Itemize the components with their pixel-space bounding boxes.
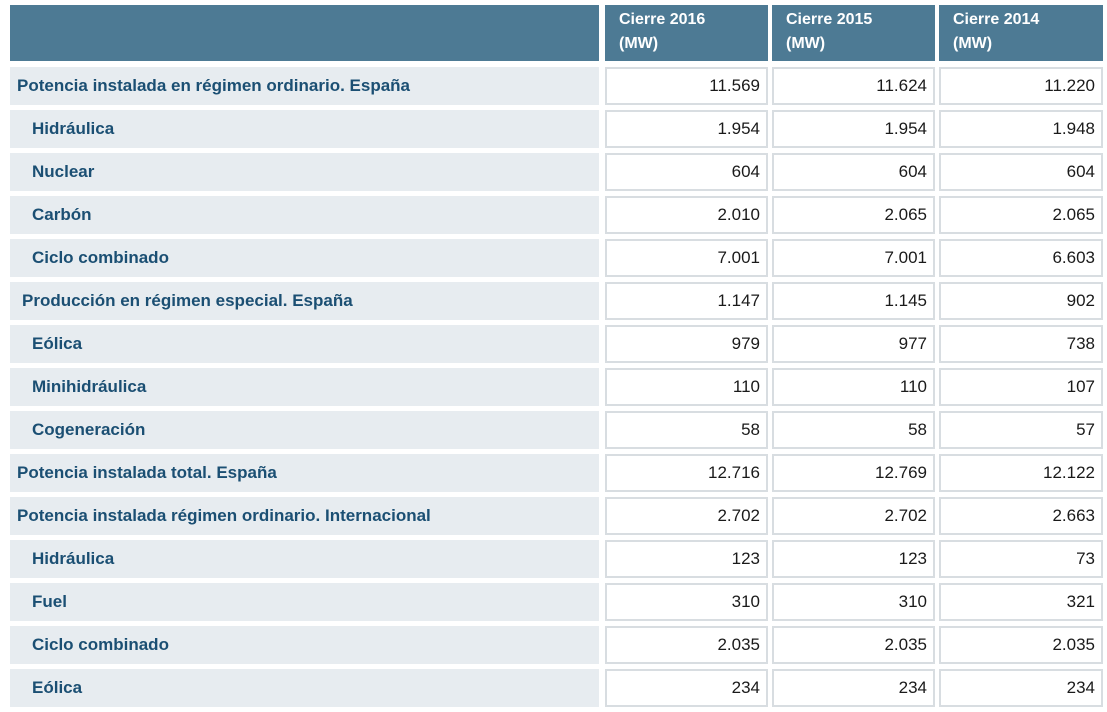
value-cell: 6.603 [939, 239, 1103, 277]
header-cell-2016: Cierre 2016 (MW) [605, 5, 768, 61]
value-cell: 604 [939, 153, 1103, 191]
header-cell-2014: Cierre 2014 (MW) [939, 5, 1103, 61]
table-row: Fuel 310 310 321 [10, 581, 1103, 624]
value-cell: 2.702 [605, 497, 768, 535]
value-cell: 979 [605, 325, 768, 363]
header-year: Cierre 2015 [786, 11, 873, 28]
row-label: Minihidráulica [10, 368, 599, 406]
value-cell: 11.624 [772, 67, 935, 105]
header-year: Cierre 2016 [619, 11, 706, 28]
value-cell: 2.035 [772, 626, 935, 664]
row-label: Ciclo combinado [10, 626, 599, 664]
value-cell: 73 [939, 540, 1103, 578]
value-cell: 234 [605, 669, 768, 707]
value-cell: 902 [939, 282, 1103, 320]
value-cell: 123 [772, 540, 935, 578]
header-year: Cierre 2014 [953, 11, 1040, 28]
table-row: Ciclo combinado 7.001 7.001 6.603 [10, 237, 1103, 280]
table-row: Eólica 979 977 738 [10, 323, 1103, 366]
row-label: Producción en régimen especial. España [10, 282, 599, 320]
table-row: Minihidráulica 110 110 107 [10, 366, 1103, 409]
value-cell: 123 [605, 540, 768, 578]
value-cell: 1.954 [772, 110, 935, 148]
value-cell: 58 [605, 411, 768, 449]
table-row: Potencia instalada en régimen ordinario.… [10, 65, 1103, 108]
value-cell: 110 [772, 368, 935, 406]
row-label: Hidráulica [10, 540, 599, 578]
value-cell: 7.001 [605, 239, 768, 277]
value-cell: 977 [772, 325, 935, 363]
header-cell-empty [10, 5, 599, 61]
value-cell: 2.035 [605, 626, 768, 664]
value-cell: 234 [772, 669, 935, 707]
row-label: Eólica [10, 325, 599, 363]
table-row: Hidráulica 123 123 73 [10, 538, 1103, 581]
table-row: Potencia instalada régimen ordinario. In… [10, 495, 1103, 538]
row-label: Hidráulica [10, 110, 599, 148]
row-label: Potencia instalada total. España [10, 454, 599, 492]
data-table: Cierre 2016 (MW) Cierre 2015 (MW) Cierre… [10, 5, 1103, 710]
table-row: Hidráulica 1.954 1.954 1.948 [10, 108, 1103, 151]
value-cell: 11.220 [939, 67, 1103, 105]
value-cell: 2.035 [939, 626, 1103, 664]
row-label: Ciclo combinado [10, 239, 599, 277]
row-label: Potencia instalada en régimen ordinario.… [10, 67, 599, 105]
table-row: Nuclear 604 604 604 [10, 151, 1103, 194]
value-cell: 110 [605, 368, 768, 406]
value-cell: 12.769 [772, 454, 935, 492]
row-label: Cogeneración [10, 411, 599, 449]
row-label: Potencia instalada régimen ordinario. In… [10, 497, 599, 535]
table-body: Potencia instalada en régimen ordinario.… [10, 65, 1103, 710]
header-unit: (MW) [619, 35, 659, 52]
row-label: Fuel [10, 583, 599, 621]
table-row: Carbón 2.010 2.065 2.065 [10, 194, 1103, 237]
table-row: Ciclo combinado 2.035 2.035 2.035 [10, 624, 1103, 667]
table-row: Producción en régimen especial. España 1.… [10, 280, 1103, 323]
value-cell: 1.147 [605, 282, 768, 320]
value-cell: 310 [605, 583, 768, 621]
value-cell: 234 [939, 669, 1103, 707]
value-cell: 11.569 [605, 67, 768, 105]
header-unit: (MW) [953, 35, 993, 52]
value-cell: 58 [772, 411, 935, 449]
value-cell: 604 [772, 153, 935, 191]
value-cell: 2.065 [772, 196, 935, 234]
header-cell-2015: Cierre 2015 (MW) [772, 5, 935, 61]
value-cell: 1.948 [939, 110, 1103, 148]
row-label: Carbón [10, 196, 599, 234]
value-cell: 1.145 [772, 282, 935, 320]
value-cell: 321 [939, 583, 1103, 621]
value-cell: 107 [939, 368, 1103, 406]
value-cell: 2.065 [939, 196, 1103, 234]
header-unit: (MW) [786, 35, 826, 52]
value-cell: 2.702 [772, 497, 935, 535]
value-cell: 310 [772, 583, 935, 621]
value-cell: 604 [605, 153, 768, 191]
value-cell: 2.663 [939, 497, 1103, 535]
row-label: Eólica [10, 669, 599, 707]
value-cell: 2.010 [605, 196, 768, 234]
value-cell: 1.954 [605, 110, 768, 148]
header-row: Cierre 2016 (MW) Cierre 2015 (MW) Cierre… [10, 5, 1103, 65]
value-cell: 12.716 [605, 454, 768, 492]
value-cell: 738 [939, 325, 1103, 363]
table-row: Potencia instalada total. España 12.716 12… [10, 452, 1103, 495]
row-label: Nuclear [10, 153, 599, 191]
value-cell: 57 [939, 411, 1103, 449]
value-cell: 7.001 [772, 239, 935, 277]
table-row: Eólica 234 234 234 [10, 667, 1103, 710]
value-cell: 12.122 [939, 454, 1103, 492]
table-row: Cogeneración 58 58 57 [10, 409, 1103, 452]
